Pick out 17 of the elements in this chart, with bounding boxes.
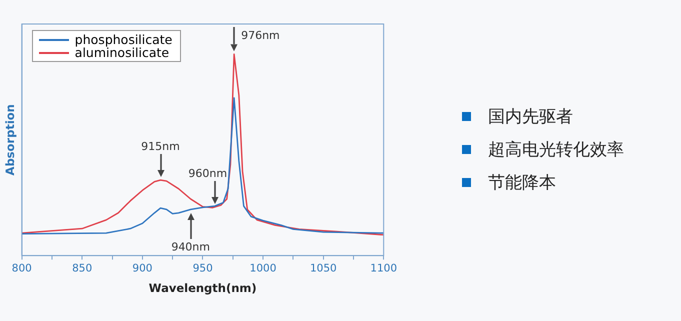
x-tick-label: 1050 — [310, 262, 337, 275]
x-axis-title: Wavelength(nm) — [148, 281, 257, 296]
legend-label: phosphosilicate — [74, 32, 172, 47]
annotation: 940nm — [171, 240, 210, 254]
x-tick-label: 800 — [12, 262, 32, 275]
text: 国内先驱者 — [488, 106, 573, 128]
annotation: 976nm — [241, 28, 280, 42]
text: 超高电光转化效率 — [488, 139, 624, 161]
y-axis-title: Absorption — [2, 104, 17, 176]
x-tick-label: 850 — [72, 262, 92, 275]
annotation: 915nm — [141, 140, 180, 153]
x-tick-label: 1000 — [250, 262, 276, 275]
x-tick-label: 950 — [192, 262, 213, 275]
x-tick-label: 900 — [132, 262, 152, 275]
text: 节能降本 — [488, 172, 556, 194]
x-tick-label: 1100 — [370, 262, 398, 275]
annotation: 960nm — [188, 167, 228, 180]
